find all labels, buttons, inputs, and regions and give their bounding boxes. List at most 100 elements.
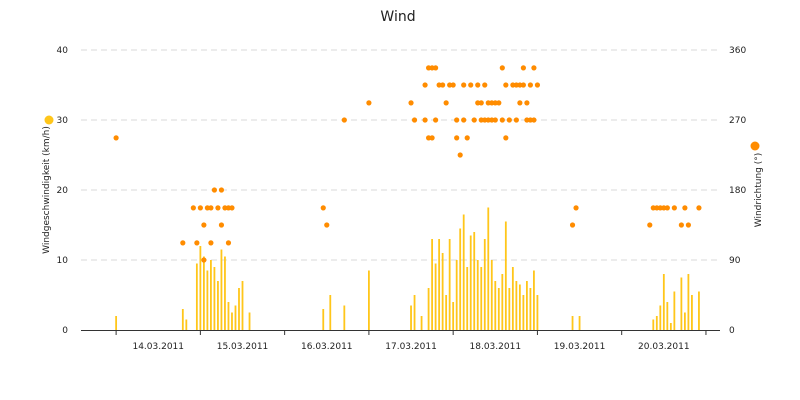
direction-point bbox=[527, 82, 534, 88]
direction-point bbox=[499, 117, 505, 123]
direction-point bbox=[534, 82, 541, 88]
speed-bar bbox=[504, 221, 507, 330]
speed-bar bbox=[462, 214, 465, 330]
speed-bar bbox=[452, 302, 455, 330]
direction-point bbox=[450, 82, 456, 88]
speed-bar bbox=[483, 239, 486, 330]
x-tick-label: 18.03.2011 bbox=[470, 342, 522, 352]
direction-point bbox=[513, 117, 519, 123]
direction-point bbox=[647, 222, 653, 228]
speed-bar bbox=[241, 281, 244, 330]
speed-bar bbox=[497, 288, 500, 330]
direction-point bbox=[190, 205, 196, 211]
speed-bar bbox=[666, 302, 669, 330]
direction-point bbox=[678, 222, 684, 228]
direction-point bbox=[408, 100, 414, 106]
direction-point bbox=[482, 82, 488, 88]
speed-bar bbox=[652, 319, 655, 330]
direction-point bbox=[520, 82, 526, 88]
speed-bar bbox=[217, 281, 219, 330]
direction-point bbox=[478, 100, 484, 106]
speed-bar bbox=[515, 281, 518, 330]
speed-bar bbox=[466, 267, 469, 330]
direction-point bbox=[464, 135, 470, 141]
speed-bar bbox=[220, 249, 223, 330]
speed-bar bbox=[420, 316, 423, 330]
speed-bar bbox=[329, 295, 332, 330]
x-tick-label: 17.03.2011 bbox=[385, 342, 437, 352]
direction-point bbox=[341, 117, 347, 123]
direction-point bbox=[218, 222, 225, 228]
direction-dots bbox=[113, 65, 702, 263]
direction-point bbox=[366, 100, 372, 106]
speed-bar bbox=[438, 239, 441, 330]
direction-point bbox=[197, 205, 203, 211]
direction-point bbox=[696, 205, 702, 211]
speed-bar bbox=[518, 284, 521, 330]
y-right-tick-label: 90 bbox=[729, 256, 741, 266]
direction-point bbox=[208, 240, 214, 246]
direction-point bbox=[440, 82, 446, 88]
chart-title: Wind bbox=[380, 9, 415, 25]
speed-bar bbox=[476, 260, 479, 330]
speed-bar bbox=[536, 295, 539, 330]
direction-point bbox=[457, 152, 463, 158]
speed-bar bbox=[480, 267, 483, 330]
direction-point bbox=[499, 65, 505, 71]
speed-bar bbox=[343, 305, 346, 330]
speed-bar bbox=[508, 288, 511, 330]
direction-point bbox=[201, 257, 207, 263]
direction-point bbox=[503, 135, 509, 141]
x-tick-label: 16.03.2011 bbox=[301, 342, 353, 352]
speed-bar bbox=[494, 281, 497, 330]
direction-point bbox=[324, 222, 330, 228]
direction-point bbox=[433, 65, 439, 71]
direction-point bbox=[454, 117, 460, 123]
direction-point bbox=[573, 205, 579, 211]
speed-bar bbox=[473, 232, 476, 330]
speed-bar bbox=[413, 295, 416, 330]
direction-point bbox=[531, 65, 537, 71]
direction-point bbox=[531, 117, 537, 123]
speed-bar bbox=[529, 288, 532, 330]
y-right-tick-label: 0 bbox=[729, 326, 735, 336]
speed-bar bbox=[410, 305, 412, 330]
left-axis-title: Windgeschwindigkeit (km/h) bbox=[42, 126, 52, 254]
speed-bar bbox=[673, 291, 676, 330]
x-tick-label: 19.03.2011 bbox=[554, 342, 606, 352]
direction-point bbox=[225, 240, 232, 246]
direction-point bbox=[524, 100, 530, 106]
direction-point bbox=[215, 205, 221, 211]
direction-point bbox=[468, 82, 474, 88]
direction-point bbox=[506, 117, 512, 123]
speed-bar bbox=[206, 270, 209, 330]
x-tick-label: 15.03.2011 bbox=[217, 342, 269, 352]
speed-bar bbox=[578, 316, 581, 330]
y-left-tick-label: 20 bbox=[57, 186, 69, 196]
x-tick-label: 20.03.2011 bbox=[638, 342, 690, 352]
y-left-tick-label: 10 bbox=[57, 256, 69, 266]
y-left-tick-label: 0 bbox=[62, 326, 68, 336]
speed-bar bbox=[427, 288, 430, 330]
speed-bar bbox=[455, 260, 458, 330]
speed-bar bbox=[680, 277, 683, 330]
direction-point bbox=[503, 82, 509, 88]
direction-point bbox=[443, 100, 449, 106]
speed-bar bbox=[448, 239, 451, 330]
direction-point bbox=[180, 240, 186, 246]
x-tick-label: 14.03.2011 bbox=[132, 342, 184, 352]
speed-bar bbox=[181, 309, 184, 330]
speed-bar bbox=[248, 312, 251, 330]
speed-bar bbox=[487, 207, 490, 330]
direction-point bbox=[569, 222, 576, 228]
y-right-tick-label: 180 bbox=[729, 186, 746, 196]
direction-point bbox=[433, 117, 439, 123]
speed-bar bbox=[227, 302, 230, 330]
speed-bar bbox=[115, 316, 118, 330]
direction-point bbox=[685, 222, 692, 228]
direction-point bbox=[461, 117, 467, 123]
direction-point bbox=[520, 65, 526, 71]
speed-bar bbox=[431, 239, 433, 330]
speed-bar bbox=[571, 316, 574, 330]
